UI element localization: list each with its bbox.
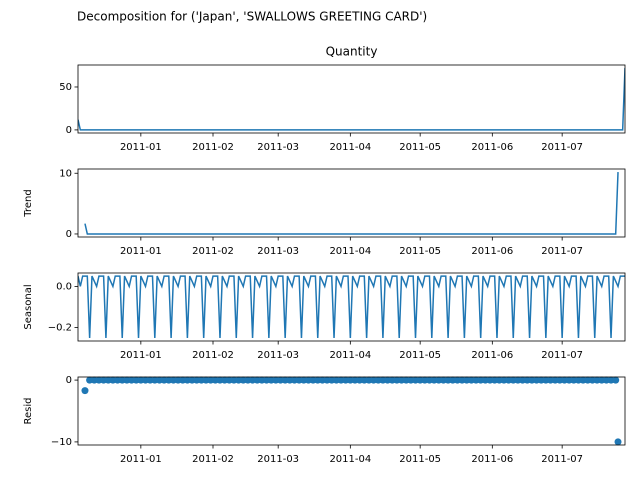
y-tick-label: 50: [59, 82, 72, 93]
y-tick-label: 10: [59, 168, 72, 179]
x-tick-label: 2011-02: [192, 246, 234, 257]
x-tick-label: 2011-05: [399, 246, 441, 257]
y-tick-label: −10: [51, 437, 72, 448]
y-axis-label: Trend: [23, 189, 34, 217]
x-tick-label: 2011-01: [120, 142, 162, 153]
axes-frame: [77, 64, 626, 134]
x-tick-label: 2011-01: [120, 246, 162, 257]
x-tick-label: 2011-01: [120, 454, 162, 465]
y-axis-label: Resid: [23, 398, 34, 425]
y-tick-label: 0: [66, 229, 72, 240]
panel-title: Quantity: [326, 45, 378, 59]
x-tick-label: 2011-03: [257, 246, 299, 257]
figure-title: Decomposition for ('Japan', 'SWALLOWS GR…: [77, 10, 427, 24]
x-tick-label: 2011-05: [399, 142, 441, 153]
x-tick-label: 2011-03: [257, 454, 299, 465]
x-tick-label: 2011-02: [192, 142, 234, 153]
axes-frame: [77, 272, 626, 342]
x-tick-label: 2011-07: [541, 142, 583, 153]
x-tick-label: 2011-04: [329, 350, 371, 361]
x-tick-label: 2011-04: [329, 246, 371, 257]
x-tick-label: 2011-05: [399, 454, 441, 465]
data-line: [78, 275, 625, 338]
x-tick-label: 2011-06: [471, 246, 513, 257]
y-tick-label: 0.0: [56, 281, 72, 292]
y-axis-label: Seasonal: [23, 284, 34, 329]
x-tick-label: 2011-06: [471, 350, 513, 361]
x-tick-label: 2011-06: [471, 454, 513, 465]
x-tick-label: 2011-02: [192, 454, 234, 465]
data-point: [81, 387, 89, 395]
x-tick-label: 2011-01: [120, 350, 162, 361]
x-tick-label: 2011-05: [399, 350, 441, 361]
x-tick-label: 2011-03: [257, 142, 299, 153]
data-point: [614, 438, 622, 446]
x-tick-label: 2011-04: [329, 142, 371, 153]
data-line: [84, 172, 619, 235]
axes-frame: [77, 376, 626, 446]
y-tick-label: 0: [66, 125, 72, 136]
x-tick-label: 2011-06: [471, 142, 513, 153]
x-tick-label: 2011-07: [541, 454, 583, 465]
data-line: [78, 68, 625, 131]
x-tick-label: 2011-04: [329, 454, 371, 465]
y-tick-label: −0.2: [48, 323, 72, 334]
y-tick-label: 0: [66, 375, 72, 386]
x-tick-label: 2011-03: [257, 350, 299, 361]
axes-frame: [77, 168, 626, 238]
data-point: [612, 376, 620, 384]
x-tick-label: 2011-02: [192, 350, 234, 361]
x-tick-label: 2011-07: [541, 350, 583, 361]
x-tick-label: 2011-07: [541, 246, 583, 257]
